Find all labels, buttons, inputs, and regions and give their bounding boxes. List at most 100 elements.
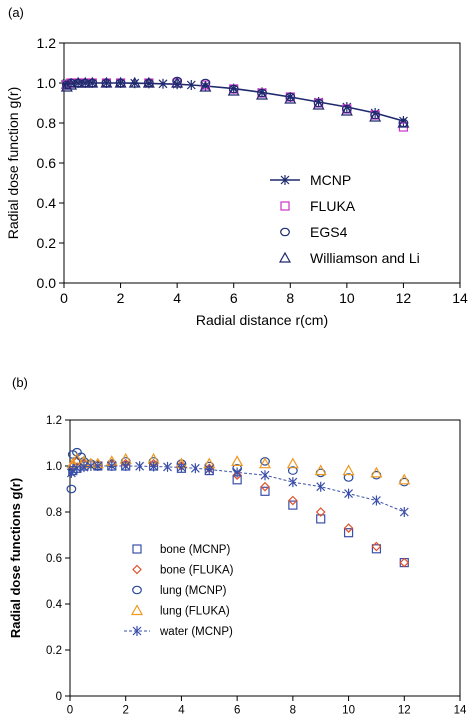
data-point — [142, 76, 155, 88]
data-point — [72, 76, 85, 88]
data-point — [149, 461, 158, 472]
legend-entry-label: FLUKA — [310, 198, 356, 214]
legend-marker — [130, 604, 144, 616]
data-point — [260, 470, 270, 481]
legend-entry-label: EGS4 — [310, 224, 348, 240]
x-tick-label: 12 — [396, 290, 412, 306]
data-point — [114, 76, 127, 88]
data-point — [369, 110, 382, 122]
x-tick-label: 10 — [342, 705, 355, 717]
data-point — [288, 500, 298, 510]
data-point — [284, 92, 297, 104]
y-tick-label: 0.6 — [46, 553, 62, 565]
legend: bone (MCNP) bone (FLUKA) lung (MCNP) lung (… — [124, 544, 234, 638]
data-point — [232, 470, 242, 481]
data-point — [371, 544, 382, 554]
data-point — [370, 466, 383, 478]
series-lung-fluka- — [66, 452, 411, 485]
x-tick-label: 14 — [452, 290, 468, 306]
legend-entry-label: Williamson and Li — [310, 250, 420, 266]
data-point — [343, 523, 354, 533]
x-tick-label: 12 — [398, 705, 411, 717]
data-point — [344, 488, 353, 499]
data-point — [312, 98, 325, 110]
y-tick-label: 0.8 — [37, 115, 57, 131]
data-point — [79, 76, 92, 88]
y-tick-label: 0.8 — [46, 507, 62, 519]
x-tick-label: 8 — [286, 290, 294, 306]
legend: MCNP FLUKA EGS4 Williamson and Li — [270, 172, 420, 266]
y-tick-label: 1.0 — [37, 75, 57, 91]
data-point — [343, 528, 354, 538]
x-axis-label: Radial distance r(cm) — [196, 312, 328, 328]
data-point — [79, 462, 89, 473]
y-tick-label: 1.0 — [46, 461, 62, 473]
data-point — [65, 78, 78, 90]
y-tick-label: 0.0 — [37, 275, 57, 291]
x-tick-label: 2 — [123, 705, 129, 717]
data-point — [177, 462, 186, 473]
data-point — [186, 80, 196, 90]
x-tick-label: 14 — [454, 705, 467, 717]
data-point — [100, 76, 113, 88]
y-tick-label: 1.2 — [46, 415, 62, 427]
data-point — [399, 557, 410, 568]
data-point — [128, 76, 141, 88]
data-point — [340, 104, 353, 116]
series-williamson-and-li — [60, 76, 410, 128]
series-lung-mcnp- — [66, 447, 410, 494]
data-point — [171, 76, 184, 88]
x-tick-label: 8 — [290, 705, 296, 717]
data-point — [316, 514, 326, 524]
data-point — [135, 461, 145, 472]
data-point — [60, 80, 73, 92]
data-point — [397, 116, 410, 128]
legend-marker — [280, 227, 290, 237]
legend-marker — [132, 626, 142, 636]
data-point — [260, 486, 270, 496]
data-point — [399, 557, 409, 568]
x-tick-label: 0 — [60, 290, 68, 306]
data-point — [258, 457, 272, 469]
panel-label: (b) — [12, 375, 28, 390]
data-point — [204, 464, 214, 475]
data-point — [66, 484, 77, 494]
data-point — [286, 457, 299, 469]
x-tick-label: 4 — [173, 290, 181, 306]
data-point — [342, 464, 355, 476]
y-tick-label: 0.2 — [46, 645, 62, 657]
data-point — [68, 465, 78, 476]
series-line — [70, 465, 405, 513]
data-point — [121, 461, 131, 471]
data-point — [399, 507, 409, 517]
data-point — [343, 473, 354, 482]
panel-label: (a) — [8, 5, 24, 20]
data-point — [199, 80, 212, 92]
legend-entry-label: bone (FLUKA) — [160, 565, 234, 577]
x-tick-label: 0 — [67, 705, 73, 717]
x-tick-label: 4 — [178, 705, 185, 717]
data-point — [86, 76, 99, 88]
legend-marker — [278, 251, 292, 263]
y-axis-label: Radial dose functions g(r) — [8, 478, 23, 638]
y-tick-label: 0.4 — [37, 195, 57, 211]
y-axis-label: Radial dose function g(r) — [5, 87, 21, 240]
legend-marker — [132, 564, 142, 575]
x-tick-label: 2 — [117, 290, 125, 306]
series-water-mcnp- — [66, 461, 409, 517]
data-point — [371, 541, 382, 552]
legend-marker — [132, 585, 142, 595]
y-tick-label: 0.4 — [46, 599, 63, 611]
x-tick-label: 6 — [230, 290, 238, 306]
y-tick-label: 0 — [56, 691, 62, 703]
data-point — [231, 455, 244, 466]
legend-entry-label: lung (FLUKA) — [160, 606, 230, 618]
legend-entry-label: lung (MCNP) — [160, 585, 227, 597]
data-point — [227, 84, 240, 96]
y-tick-label: 1.2 — [37, 35, 57, 51]
data-point — [316, 481, 326, 492]
data-point — [288, 495, 298, 506]
legend-marker — [280, 201, 290, 211]
chart-panel-b: (b) 0 2 4 6 8 10 12 14 0 0.2 0.4 0.6 0.8 1.0 1.2 Radial … — [8, 375, 467, 717]
